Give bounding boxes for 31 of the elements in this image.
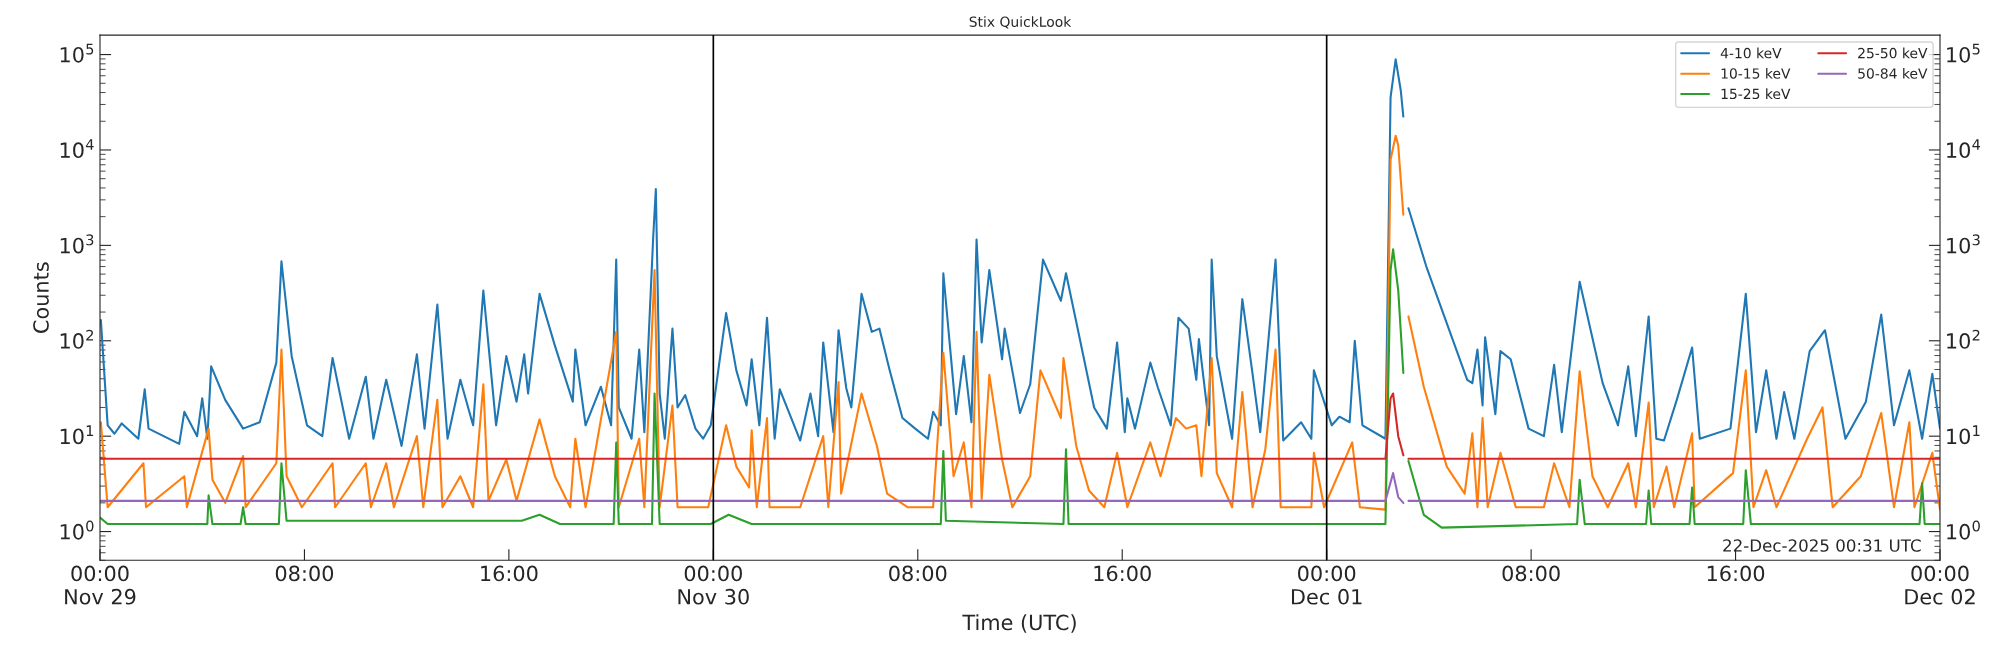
text: 10$^{5}$ <box>1947 43 1980 63</box>
x-tick-label: 16:00 <box>1707 565 1765 582</box>
x-tick-label: 00:00 Nov 30 <box>678 565 749 605</box>
legend-label: 25-50 keV <box>1858 47 1928 59</box>
text: 10$^{3}$ <box>1947 234 1980 254</box>
x-tick-label: 00:00 Nov 29 <box>65 565 136 605</box>
x-tick-label: 16:00 <box>1094 565 1151 582</box>
legend-label: 4-10 keV <box>1720 47 1782 59</box>
x-tick-label: 00:00 Dec 02 <box>1905 565 1975 605</box>
text: 10$^{2}$ <box>1947 329 1980 349</box>
text: 10$^{1}$ <box>1947 425 1980 445</box>
y-axis-title: Counts <box>33 262 49 333</box>
legend-label: 15-25 keV <box>1721 88 1791 100</box>
legend-label: 10-15 keV <box>1721 67 1791 79</box>
y-tick-label: 10$^{4}$ <box>60 139 94 159</box>
legend-label: 50-84 keV <box>1858 67 1928 79</box>
x-tick-label: 08:00 <box>275 565 334 582</box>
x-tick-label: 00:00 Dec 01 <box>1291 565 1362 605</box>
y-tick-label: 10$^{1}$ <box>60 425 94 445</box>
x-tick-label: 08:00 <box>889 565 947 582</box>
y-tick-label: 10$^{5}$ <box>60 43 94 63</box>
x-axis-title: Time (UTC) <box>962 614 1076 633</box>
text: 10$^{4}$ <box>1947 139 1981 159</box>
x-tick-label: 16:00 <box>481 565 538 582</box>
text: 10$^{0}$ <box>1947 520 1980 540</box>
y-tick-label: 10$^{2}$ <box>60 329 93 349</box>
x-tick-label: 08:00 <box>1502 565 1560 582</box>
y-tick-label: 10$^{0}$ <box>60 520 94 540</box>
annotation: 22-Dec-2025 00:31 UTC <box>1723 539 1921 552</box>
y-tick-label: 10$^{3}$ <box>60 234 94 254</box>
chart-title: Stix QuickLook <box>969 16 1072 29</box>
